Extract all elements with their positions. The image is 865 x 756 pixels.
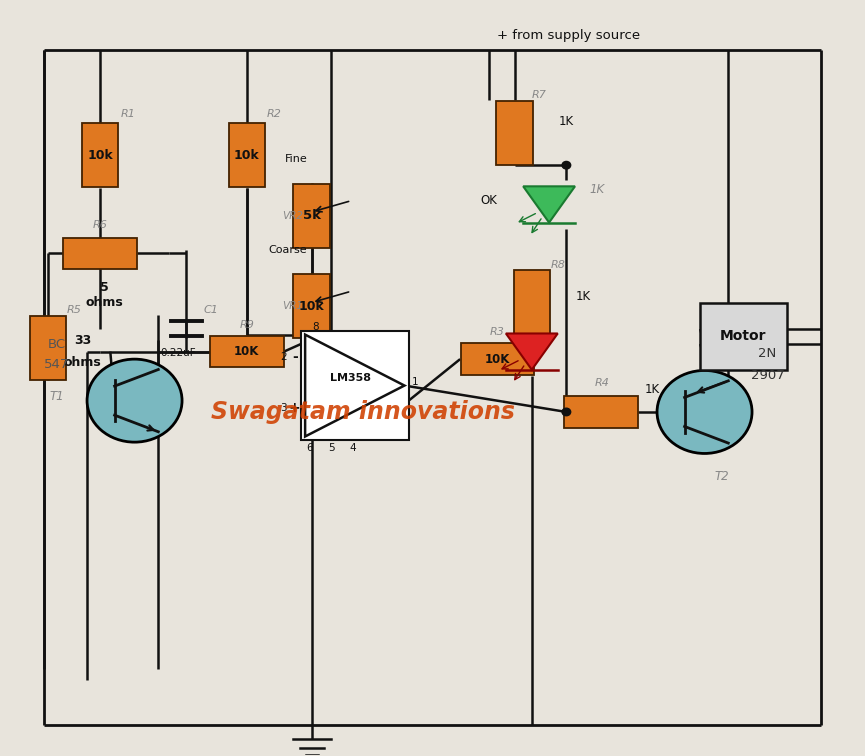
Text: 10K: 10K (484, 352, 510, 366)
FancyBboxPatch shape (210, 336, 284, 367)
Polygon shape (506, 333, 558, 370)
Text: VR2: VR2 (282, 211, 303, 221)
Text: +: + (289, 401, 300, 415)
Text: R5: R5 (67, 305, 81, 315)
Text: 2: 2 (280, 352, 287, 362)
Text: R1: R1 (120, 109, 135, 119)
FancyBboxPatch shape (497, 101, 533, 165)
Text: R9: R9 (240, 321, 254, 330)
Text: 1K: 1K (559, 115, 573, 128)
Text: 1: 1 (412, 376, 418, 387)
Text: 6: 6 (306, 443, 313, 453)
Text: 1K: 1K (589, 183, 605, 196)
Circle shape (562, 408, 571, 416)
Text: 2907: 2907 (751, 369, 785, 383)
Polygon shape (523, 186, 575, 222)
FancyBboxPatch shape (301, 331, 409, 440)
FancyBboxPatch shape (514, 271, 550, 335)
Circle shape (562, 162, 571, 169)
Text: -: - (292, 350, 298, 364)
Text: LM358: LM358 (330, 373, 371, 383)
FancyBboxPatch shape (701, 302, 786, 370)
Text: + from supply source: + from supply source (497, 29, 640, 42)
Text: 1K: 1K (645, 383, 660, 396)
Text: VR1: VR1 (282, 302, 303, 311)
Text: C1: C1 (203, 305, 218, 315)
Text: Fine: Fine (285, 154, 307, 164)
Text: 5: 5 (100, 281, 109, 294)
Text: Coarse: Coarse (269, 245, 307, 255)
Text: 8: 8 (312, 322, 319, 332)
Text: 33: 33 (74, 333, 92, 347)
FancyBboxPatch shape (63, 237, 137, 269)
Text: ohms: ohms (86, 296, 123, 309)
Polygon shape (305, 335, 405, 436)
FancyBboxPatch shape (293, 184, 330, 248)
Text: 0.22uF: 0.22uF (160, 348, 195, 358)
Text: 10k: 10k (87, 149, 113, 162)
Text: 4: 4 (349, 443, 356, 453)
FancyBboxPatch shape (30, 316, 67, 380)
Text: Motor: Motor (721, 330, 766, 343)
Text: R4: R4 (595, 378, 610, 389)
Text: R3: R3 (490, 327, 504, 337)
Text: 5: 5 (328, 443, 335, 453)
Text: 2N: 2N (759, 346, 777, 360)
Text: 3: 3 (280, 403, 287, 413)
Text: Swagatam innovations: Swagatam innovations (211, 400, 516, 424)
Text: R7: R7 (531, 90, 546, 100)
Text: T2: T2 (714, 469, 729, 482)
Text: 547: 547 (44, 358, 69, 371)
FancyBboxPatch shape (564, 396, 638, 428)
FancyBboxPatch shape (228, 123, 265, 187)
Text: ohms: ohms (64, 356, 101, 370)
Text: 5k: 5k (303, 209, 321, 222)
Text: R2: R2 (267, 109, 282, 119)
FancyBboxPatch shape (293, 274, 330, 339)
Text: T1: T1 (49, 390, 64, 404)
Text: 10k: 10k (298, 300, 324, 313)
Text: R8: R8 (550, 260, 565, 270)
Text: OK: OK (480, 194, 497, 207)
Text: R6: R6 (93, 220, 107, 230)
Circle shape (657, 370, 752, 454)
FancyBboxPatch shape (460, 343, 534, 375)
FancyBboxPatch shape (82, 123, 119, 187)
Text: 10K: 10K (234, 345, 260, 358)
Circle shape (87, 359, 182, 442)
Text: BC: BC (48, 337, 66, 351)
Text: 1K: 1K (576, 290, 591, 303)
Text: 10k: 10k (234, 149, 260, 162)
